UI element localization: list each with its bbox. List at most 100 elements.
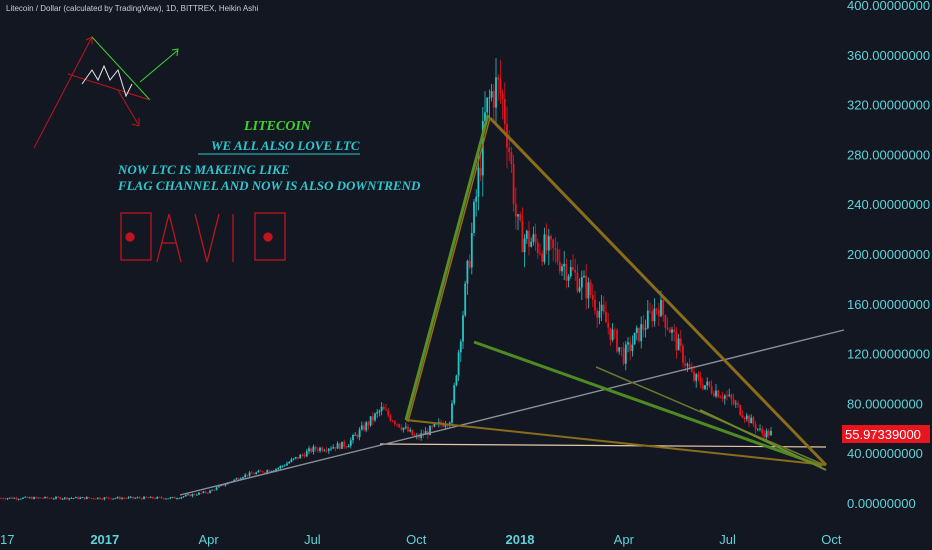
candle-body	[743, 417, 746, 420]
candle-body	[343, 441, 346, 447]
candle-body	[525, 230, 528, 239]
candle-body	[759, 428, 761, 430]
candle-body	[70, 498, 73, 499]
x-tick-label: Jul	[719, 532, 736, 547]
candle-body	[349, 440, 352, 446]
long-trendline	[179, 329, 845, 496]
candle-body	[237, 478, 240, 480]
candle-body	[180, 497, 183, 499]
candle-body	[191, 494, 194, 497]
candle-body	[303, 454, 306, 457]
candle-body	[290, 459, 293, 463]
candle-body	[116, 497, 119, 499]
candle-body	[767, 430, 770, 436]
candle-body	[378, 411, 381, 412]
price-badge: 55.97339000	[842, 425, 930, 443]
candle-body	[336, 443, 339, 449]
candle-body	[261, 471, 264, 473]
y-tick-label: 400.00000000	[847, 0, 930, 13]
candle-body	[352, 434, 354, 441]
candle-body	[57, 496, 60, 498]
y-tick-label: 80.00000000	[847, 396, 923, 411]
x-tick-label: Apr	[198, 532, 219, 547]
candle-body	[327, 448, 330, 451]
candle-body	[387, 410, 390, 416]
candle-body	[638, 327, 640, 342]
candle-body	[484, 112, 486, 121]
candle-body	[314, 446, 317, 450]
annotation-title: LITECOIN	[243, 119, 312, 134]
candle-body	[380, 406, 383, 412]
candle-body	[239, 478, 242, 480]
candle-body	[666, 327, 669, 330]
candle-body	[308, 448, 310, 452]
rise-line-orange	[407, 117, 491, 423]
candle-body	[389, 415, 392, 421]
candle-body	[374, 413, 376, 421]
candle-body	[292, 458, 295, 460]
candle-body	[112, 498, 115, 500]
candle-body	[277, 468, 280, 469]
candle-body	[523, 238, 526, 253]
candle-body	[558, 261, 561, 272]
candle-body	[717, 390, 720, 398]
candle-body	[184, 494, 187, 497]
candle-body	[607, 322, 610, 328]
candle-body	[77, 497, 79, 499]
candle-body	[341, 441, 343, 449]
candle-body	[169, 497, 172, 499]
candle-body	[68, 498, 71, 500]
candle-body	[710, 386, 713, 393]
candle-body	[244, 474, 247, 478]
candle-body	[754, 424, 757, 430]
candle-body	[198, 492, 200, 495]
candle-body	[552, 239, 555, 249]
candle-body	[466, 260, 469, 284]
candle-body	[13, 497, 16, 499]
candle-body	[253, 473, 255, 475]
candle-body	[519, 214, 522, 221]
candle-body	[367, 422, 370, 426]
candle-body	[321, 447, 324, 451]
candle-body	[178, 498, 181, 500]
candle-body	[26, 496, 29, 498]
candle-body	[411, 429, 414, 436]
candle-body	[404, 426, 407, 428]
candle-body	[629, 342, 632, 352]
candle-body	[611, 329, 614, 340]
candle-body	[737, 403, 739, 406]
candle-body	[391, 420, 394, 422]
candle-body	[688, 364, 691, 369]
chart-header: Litecoin / Dollar (calculated by Trading…	[6, 4, 259, 13]
candle-body	[499, 79, 502, 94]
candle-body	[468, 260, 471, 268]
candle-body	[723, 395, 726, 399]
candle-body	[50, 498, 53, 499]
candle-body	[83, 497, 86, 500]
candle-body	[587, 282, 590, 299]
candle-body	[358, 429, 361, 438]
candle-body	[250, 472, 253, 474]
candle-body	[360, 425, 363, 430]
candle-body	[17, 498, 20, 500]
candle-body	[224, 484, 227, 486]
candle-body	[325, 450, 328, 452]
candle-body	[741, 415, 744, 418]
time-axis: 17 2017 Apr Jul Oct 2018 Apr Jul Oct	[0, 532, 842, 547]
candle-body	[202, 491, 205, 493]
candle-body	[270, 470, 273, 472]
candle-body	[189, 494, 192, 497]
candle-body	[646, 310, 649, 329]
candle-body	[19, 498, 22, 500]
candle-body	[46, 496, 49, 499]
candle-body	[541, 253, 544, 262]
candle-body	[580, 277, 583, 288]
candle-body	[301, 454, 304, 456]
candle-body	[96, 497, 99, 499]
candle-body	[134, 497, 137, 499]
candle-body	[728, 394, 731, 396]
candle-body	[699, 377, 702, 385]
candle-body	[763, 433, 766, 438]
